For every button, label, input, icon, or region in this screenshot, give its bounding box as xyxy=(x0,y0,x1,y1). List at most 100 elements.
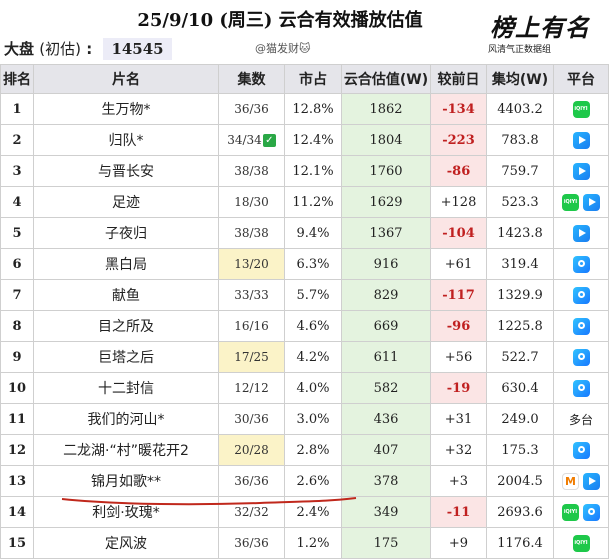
title-cell-text: 目之所及 xyxy=(98,319,154,335)
table-row: 10 十二封信 12/12 4.0% 582 -19 630.4 xyxy=(0,372,609,404)
table-header-row: 排名 片名 集数 市占 云合估值(W) 较前日 集均(W) 平台 xyxy=(0,64,609,94)
estimate-cell: 378 xyxy=(341,465,431,497)
rank-cell-text: 7 xyxy=(12,287,22,303)
title-cell-text: 生万物* xyxy=(101,102,151,118)
share-cell-text: 2.4% xyxy=(296,504,330,520)
average-cell: 522.7 xyxy=(486,341,554,373)
title-cell-text: 足迹 xyxy=(112,195,140,211)
table-row: 6 黑白局 13/20 6.3% 916 +61 319.4 xyxy=(0,248,609,280)
title-cell-text: 十二封信 xyxy=(98,381,154,397)
estimate-cell-text: 582 xyxy=(373,380,399,396)
change-cell-text: -86 xyxy=(446,163,471,179)
episodes-cell: 30/36 xyxy=(218,403,285,435)
title-cell-text: 定风波 xyxy=(105,536,147,552)
platform-cell xyxy=(553,496,609,528)
youku-icon xyxy=(583,503,600,521)
share-cell: 3.0% xyxy=(284,403,342,435)
episodes-cell: 16/16 xyxy=(218,310,285,342)
platform-cell: 多台 xyxy=(553,403,609,435)
platform-cell xyxy=(553,248,609,280)
share-cell: 6.3% xyxy=(284,248,342,280)
change-cell: -134 xyxy=(430,93,487,125)
average-cell-text: 249.0 xyxy=(501,411,539,427)
change-cell-text: +56 xyxy=(444,349,473,365)
table-row: 14 利剑·玫瑰* 32/32 2.4% 349 -11 2693.6 xyxy=(0,496,609,528)
episodes-cell-text: 38/38 xyxy=(234,164,269,178)
share-cell-text: 2.8% xyxy=(296,442,330,458)
author-credit: @猫发财🐱 xyxy=(255,42,311,55)
change-cell-text: -223 xyxy=(442,132,475,148)
change-cell-text: +31 xyxy=(444,411,473,427)
average-cell: 783.8 xyxy=(486,124,554,156)
average-cell-text: 523.3 xyxy=(501,194,539,210)
tencent-video-icon xyxy=(572,131,590,149)
share-cell-text: 1.2% xyxy=(296,535,330,551)
share-cell-text: 6.3% xyxy=(296,256,330,272)
rank-cell-text: 5 xyxy=(12,225,22,241)
share-cell: 12.8% xyxy=(284,93,342,125)
rank-cell-text: 15 xyxy=(7,535,27,551)
estimate-cell: 611 xyxy=(341,341,431,373)
estimate-cell: 175 xyxy=(341,527,431,559)
table-row: 5 子夜归 38/38 9.4% 1367 -104 1423.8 xyxy=(0,217,609,249)
share-cell-text: 4.2% xyxy=(296,349,330,365)
platform-cell xyxy=(553,310,609,342)
col-header-change: 较前日 xyxy=(430,64,487,94)
share-cell: 4.2% xyxy=(284,341,342,373)
share-cell: 5.7% xyxy=(284,279,342,311)
platform-cell xyxy=(553,341,609,373)
platform-cell xyxy=(553,93,609,125)
title-cell: 十二封信 xyxy=(33,372,219,404)
episodes-cell: 32/32 xyxy=(218,496,285,528)
average-cell-text: 1329.9 xyxy=(497,287,543,303)
title-cell-text: 献鱼 xyxy=(112,288,140,304)
average-cell-text: 522.7 xyxy=(501,349,539,365)
average-cell-text: 4403.2 xyxy=(497,101,543,117)
rank-cell: 5 xyxy=(0,217,34,249)
change-cell: +9 xyxy=(430,527,487,559)
estimate-cell: 1804 xyxy=(341,124,431,156)
episodes-cell-text: 16/16 xyxy=(234,319,269,333)
market-label: 大盘 xyxy=(4,40,35,58)
episodes-cell: 36/36 xyxy=(218,527,285,559)
average-cell-text: 2693.6 xyxy=(497,504,543,520)
share-cell: 4.0% xyxy=(284,372,342,404)
rank-cell: 12 xyxy=(0,434,34,466)
title-cell: 黑白局 xyxy=(33,248,219,280)
rank-cell: 3 xyxy=(0,155,34,187)
rank-cell-text: 1 xyxy=(12,101,22,117)
rank-cell-text: 3 xyxy=(12,163,22,179)
average-cell: 4403.2 xyxy=(486,93,554,125)
col-header-share: 市占 xyxy=(284,64,342,94)
title-cell: 献鱼 xyxy=(33,279,219,311)
estimate-cell-text: 436 xyxy=(373,411,399,427)
estimate-cell-text: 349 xyxy=(373,504,399,520)
title-cell: 定风波 xyxy=(33,527,219,559)
change-cell: +56 xyxy=(430,341,487,373)
tencent-video-icon xyxy=(583,193,600,211)
tencent-video-icon xyxy=(572,224,590,242)
change-cell: +3 xyxy=(430,465,487,497)
col-header-estimate: 云合估值(W) xyxy=(341,64,431,94)
average-cell-text: 2004.5 xyxy=(497,473,543,489)
average-cell-text: 630.4 xyxy=(501,380,539,396)
title-cell-text: 黑白局 xyxy=(105,257,147,273)
youku-icon xyxy=(572,317,590,335)
average-cell: 1423.8 xyxy=(486,217,554,249)
col-header-rank: 排名 xyxy=(0,64,34,94)
episodes-cell-text: 17/25 xyxy=(234,350,269,364)
youku-icon xyxy=(572,379,590,397)
episodes-cell-text: 34/34 xyxy=(227,133,262,147)
brand-logo: 榜上有名 风清气正数据组 xyxy=(470,6,605,58)
average-cell: 1176.4 xyxy=(486,527,554,559)
title-cell: 目之所及 xyxy=(33,310,219,342)
estimate-cell-text: 1804 xyxy=(369,132,403,148)
episodes-cell-text: 33/33 xyxy=(234,288,269,302)
market-colon: : xyxy=(86,40,93,58)
rank-cell-text: 12 xyxy=(7,442,27,458)
table-row: 12 二龙湖·“村”暖花开2 20/28 2.8% 407 +32 175.3 xyxy=(0,434,609,466)
change-cell-text: +61 xyxy=(444,256,473,272)
platform-cell xyxy=(553,434,609,466)
share-cell: 4.6% xyxy=(284,310,342,342)
episodes-cell-text: 30/36 xyxy=(234,412,269,426)
